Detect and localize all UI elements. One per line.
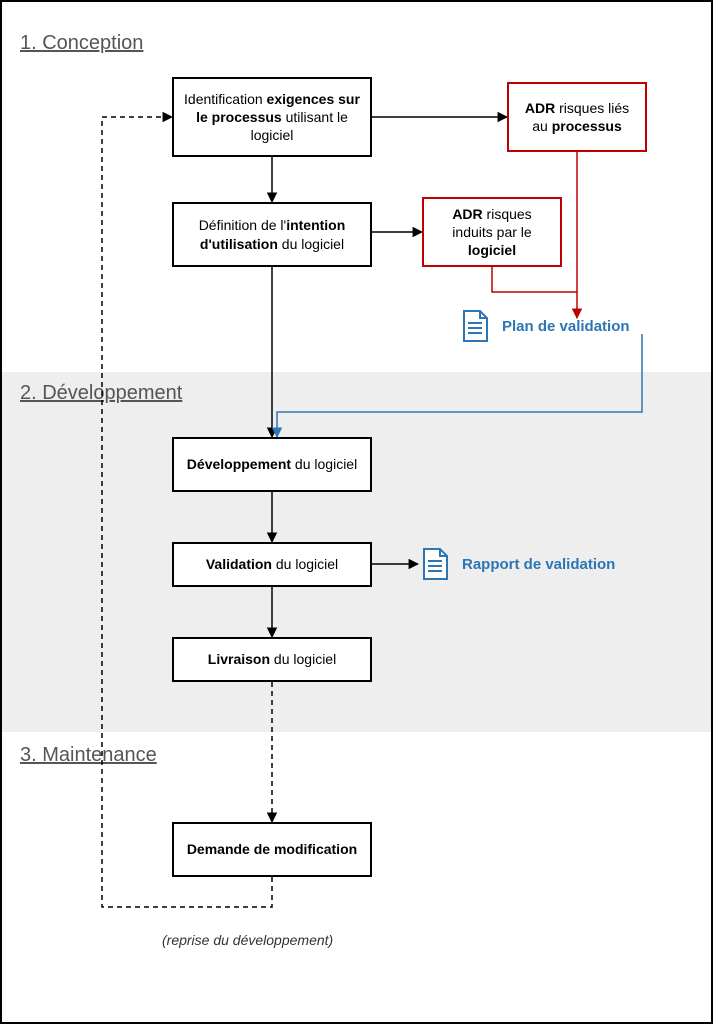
node-n4: ADR risques induits par le logiciel <box>422 197 562 267</box>
section-title-maintenance: 3. Maintenance <box>20 744 157 767</box>
node-n6: Validation du logiciel <box>172 542 372 587</box>
node-n1: Identification exigences sur le processu… <box>172 77 372 157</box>
flowchart-canvas: 1. Conception 2. Développement 3. Mainte… <box>0 0 713 1024</box>
document-icon <box>422 548 448 580</box>
node-n5: Développement du logiciel <box>172 437 372 492</box>
node-n2: ADR risques liés au processus <box>507 82 647 152</box>
node-n8: Demande de modification <box>172 822 372 877</box>
document-icon <box>462 310 488 342</box>
section-title-conception: 1. Conception <box>20 32 143 55</box>
node-n3: Définition de l'intention d'utilisation … <box>172 202 372 267</box>
section-title-developpement: 2. Développement <box>20 382 182 405</box>
footnote: (reprise du développement) <box>162 932 333 948</box>
document-label-rapport: Rapport de validation <box>462 556 615 573</box>
document-label-plan: Plan de validation <box>502 318 630 335</box>
node-n7: Livraison du logiciel <box>172 637 372 682</box>
edge <box>492 267 577 292</box>
